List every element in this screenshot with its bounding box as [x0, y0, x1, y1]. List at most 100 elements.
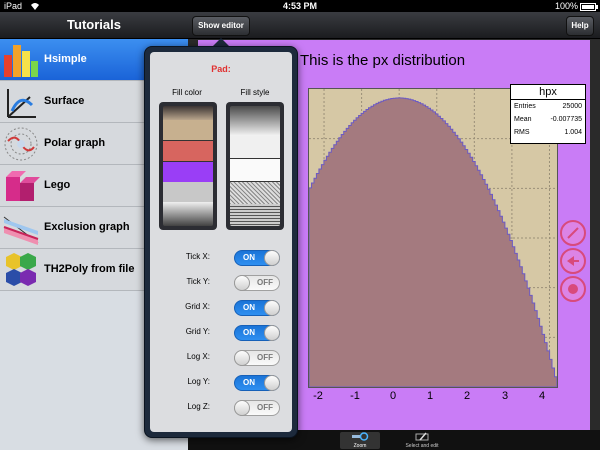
- th2poly-icon: [6, 253, 36, 286]
- zoom-button[interactable]: Zoom: [340, 432, 380, 449]
- histogram-plot: [309, 89, 557, 387]
- log-y-row: Log Y: ON: [150, 373, 292, 393]
- detail-nav-bar: Show editor Help: [188, 12, 600, 39]
- switch-state: ON: [243, 303, 255, 312]
- record-button[interactable]: [560, 276, 586, 302]
- switch-state: OFF: [257, 353, 273, 362]
- tick-x-switch[interactable]: ON: [234, 250, 280, 266]
- switch-label: Grid X:: [185, 302, 210, 311]
- polar-graph-icon: [4, 127, 38, 161]
- switch-knob: [264, 300, 280, 316]
- battery-icon: [580, 3, 598, 11]
- zoom-icon: [352, 432, 369, 441]
- status-bar: iPad 4:53 PM 100%: [0, 0, 600, 12]
- switch-state: OFF: [257, 403, 273, 412]
- x-tick-label: 1: [426, 390, 434, 402]
- editor-popover: Pad: Fill color Fill style Tick: [144, 46, 298, 438]
- grid-x-switch[interactable]: ON: [234, 300, 280, 316]
- editor-object-label: Pad:: [211, 64, 231, 74]
- back-button[interactable]: [560, 248, 586, 274]
- grid-x-row: Grid X: ON: [150, 298, 292, 318]
- switch-knob: [264, 375, 280, 391]
- switch-knob: [234, 350, 250, 366]
- color-wheel: [163, 106, 213, 226]
- battery-percent: 100%: [554, 1, 578, 11]
- lego-plot-icon: [6, 171, 40, 201]
- editor-body: Pad: Fill color Fill style Tick: [150, 52, 292, 432]
- stats-key: Mean: [514, 116, 532, 123]
- switch-state: ON: [243, 378, 255, 387]
- switch-knob: [264, 325, 280, 341]
- switch-label: Log X:: [186, 352, 210, 361]
- stats-box: hpx Entries 25000 Mean -0.007735 RMS 1.0…: [510, 84, 586, 144]
- switch-label: Grid Y:: [185, 327, 210, 336]
- clock: 4:53 PM: [282, 1, 317, 11]
- zoom-label: Zoom: [353, 443, 367, 449]
- stats-name: hpx: [511, 85, 585, 100]
- stats-value: 1.004: [564, 129, 582, 136]
- wifi-icon: [31, 3, 39, 10]
- select-edit-icon: [415, 432, 429, 441]
- histogram-bars: [309, 97, 557, 387]
- switch-knob: [234, 400, 250, 416]
- popover-arrow: [213, 38, 229, 46]
- x-tick-label: 2: [463, 390, 471, 402]
- switch-state: OFF: [257, 278, 273, 287]
- switch-knob: [264, 250, 280, 266]
- x-tick-label: -1: [350, 390, 360, 402]
- stats-row-entries: Entries 25000: [511, 100, 585, 113]
- switch-label: Log Y:: [187, 377, 210, 386]
- stats-value: -0.007735: [550, 116, 582, 123]
- tick-y-row: Tick Y: OFF: [150, 273, 292, 293]
- log-y-switch[interactable]: ON: [234, 375, 280, 391]
- battery-level: [582, 5, 594, 9]
- tick-y-switch[interactable]: OFF: [234, 275, 280, 291]
- fill-color-label: Fill color: [172, 88, 202, 97]
- master-title: Tutorials: [0, 12, 188, 39]
- stats-key: RMS: [514, 129, 530, 136]
- tick-x-row: Tick X: ON: [150, 248, 292, 268]
- switch-label: Tick Y:: [186, 277, 210, 286]
- log-z-switch[interactable]: OFF: [234, 400, 280, 416]
- switch-knob: [234, 275, 250, 291]
- pick-icon: [567, 227, 579, 239]
- x-tick-label: 0: [389, 390, 397, 402]
- grid-y-switch[interactable]: ON: [234, 325, 280, 341]
- list-item-label: Surface: [44, 95, 85, 107]
- switch-label: Log Z:: [187, 402, 210, 411]
- list-item-label: Polar graph: [44, 137, 106, 149]
- surface-plot-icon: [7, 89, 36, 118]
- fill-color-picker[interactable]: [159, 102, 217, 230]
- log-z-row: Log Z: OFF: [150, 398, 292, 418]
- style-wheel: [230, 106, 280, 226]
- list-item-label: Exclusion graph: [44, 221, 130, 233]
- switch-label: Tick X:: [185, 252, 210, 261]
- carrier-label: iPad: [4, 1, 23, 11]
- record-icon: [568, 284, 578, 294]
- stats-value: 25000: [562, 103, 582, 110]
- select-edit-label: Select and edit: [405, 443, 439, 449]
- list-item-label: Hsimple: [44, 53, 87, 65]
- switch-state: ON: [243, 253, 255, 262]
- select-edit-button[interactable]: Select and edit: [402, 432, 442, 449]
- help-button[interactable]: Help: [566, 16, 594, 36]
- show-editor-button[interactable]: Show editor: [192, 16, 250, 36]
- grid-y-row: Grid Y: ON: [150, 323, 292, 343]
- list-item-label: TH2Poly from file: [44, 263, 135, 275]
- stats-row-mean: Mean -0.007735: [511, 113, 585, 126]
- histogram-icon: [4, 45, 38, 77]
- log-x-row: Log X: OFF: [150, 348, 292, 368]
- fill-style-picker[interactable]: [226, 102, 284, 230]
- stats-key: Entries: [514, 103, 536, 110]
- plot-title: This is the px distribution: [300, 52, 466, 69]
- exclusion-graph-icon: [3, 216, 39, 245]
- stats-row-rms: RMS 1.004: [511, 126, 585, 139]
- pick-button[interactable]: [560, 220, 586, 246]
- x-tick-label: -2: [313, 390, 323, 402]
- back-icon: [567, 256, 579, 266]
- x-tick-label: 4: [538, 390, 546, 402]
- fill-style-label: Fill style: [240, 88, 270, 97]
- list-item-label: Lego: [44, 179, 71, 191]
- x-tick-label: 3: [501, 390, 509, 402]
- log-x-switch[interactable]: OFF: [234, 350, 280, 366]
